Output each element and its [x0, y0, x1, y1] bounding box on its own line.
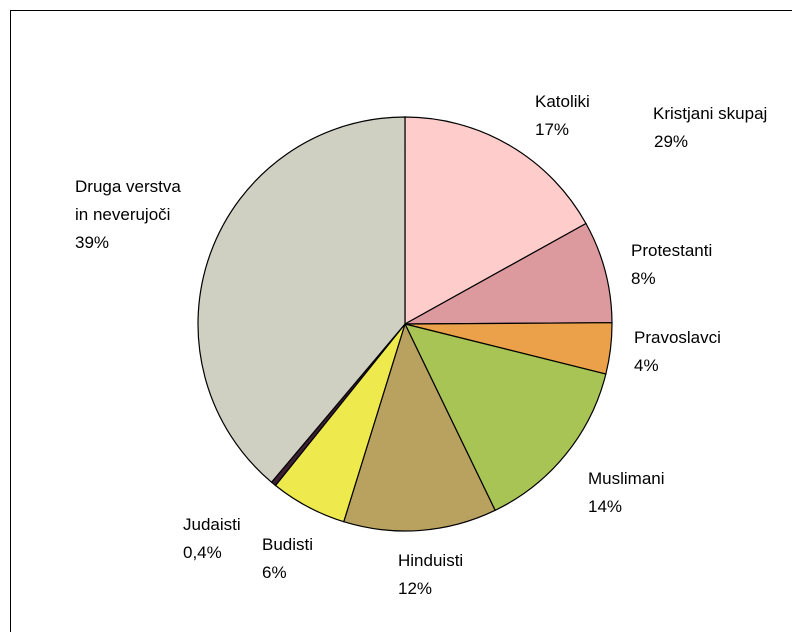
slice-label-budisti: Budisti 6% — [262, 535, 313, 582]
group-label-kristjani-skupaj: Kristjani skupaj 29% — [653, 104, 767, 151]
pie-slice-muslimani — [403, 323, 607, 512]
slice-label-pravoslavci: Pravoslavci 4% — [634, 328, 721, 375]
pie-slice-katoliki — [404, 116, 587, 326]
slice-label-judaisti: Judaisti 0,4% — [183, 515, 241, 562]
slice-label-katoliki: Katoliki 17% — [535, 92, 590, 139]
pie-slice-protestanti — [404, 222, 613, 325]
slice-label-muslimani: Muslimani 14% — [588, 469, 665, 516]
slice-label-druga-verstva-in-neverujoci: Druga verstva in neverujoči 39% — [75, 177, 181, 252]
pie-slice-hinduisti — [342, 322, 496, 532]
pie-slice-druga-verstva-in-neverujoci — [197, 116, 406, 484]
slice-label-protestanti: Protestanti 8% — [631, 241, 712, 288]
slice-label-hinduisti: Hinduisti 12% — [398, 551, 463, 598]
